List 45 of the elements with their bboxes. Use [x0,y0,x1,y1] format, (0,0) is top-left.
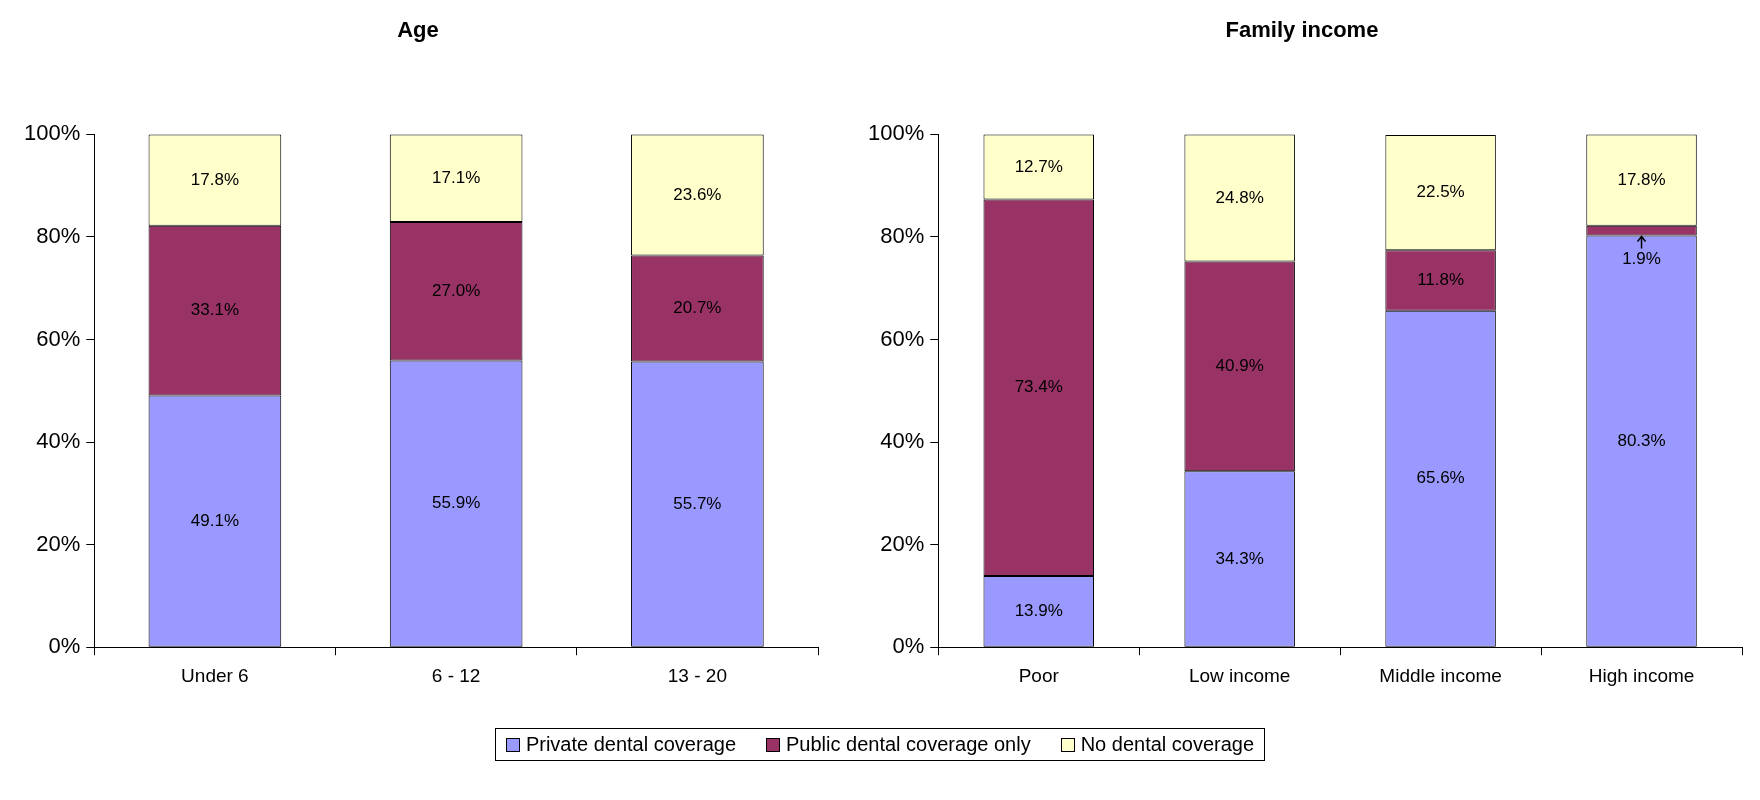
x-tick-label: Under 6 [181,664,249,686]
x-tick-label: Middle income [1379,664,1502,686]
legend-label: Public dental coverage only [786,733,1031,756]
y-tick-label: 0% [892,633,925,659]
x-tick-label: 13 - 20 [667,664,727,686]
data-label: 55.9% [432,493,481,513]
chart-title: Age [397,17,439,43]
data-label: 17.1% [432,167,481,187]
data-label: 17.8% [1617,169,1666,189]
y-tick-label: 0% [48,633,81,659]
data-label: 49.1% [190,510,239,530]
legend-label: Private dental coverage [525,733,737,756]
data-label: 40.9% [1215,356,1264,376]
data-label: 33.1% [190,300,239,320]
data-label: 13.9% [1014,601,1063,620]
x-tick-label: High income [1588,664,1695,686]
y-tick-label: 60% [880,325,925,351]
data-label: 73.4% [1014,377,1063,397]
y-tick-label: 100% [867,120,925,146]
y-tick-label: 40% [880,428,925,454]
data-label: 23.6% [673,184,722,204]
chart-title: Family income [1225,17,1379,43]
data-label: 1.9% [1622,249,1661,269]
data-label: 55.7% [673,493,722,513]
data-label: 11.8% [1417,270,1465,290]
x-tick-label: Low income [1188,664,1291,686]
data-label: 12.7% [1014,156,1063,176]
data-label: 34.3% [1215,548,1264,568]
y-tick-label: 20% [36,530,81,556]
legend-label: No dental coverage [1080,733,1255,756]
y-tick-label: 60% [36,325,81,351]
data-label: 80.3% [1617,430,1666,450]
x-tick-label: 6 - 12 [431,664,481,686]
y-tick-label: 80% [36,223,81,249]
y-tick-label: 20% [880,530,925,556]
data-label: 27.0% [432,281,481,300]
data-label: 22.5% [1416,182,1465,202]
data-label: 17.8% [190,169,239,189]
data-label: 65.6% [1416,468,1465,488]
data-label: 20.7% [673,298,722,318]
y-tick-label: 40% [36,428,81,454]
y-tick-label: 100% [23,120,81,146]
x-tick-label: Poor [1018,664,1060,686]
y-tick-label: 80% [880,223,925,249]
data-label: 24.8% [1215,187,1264,207]
